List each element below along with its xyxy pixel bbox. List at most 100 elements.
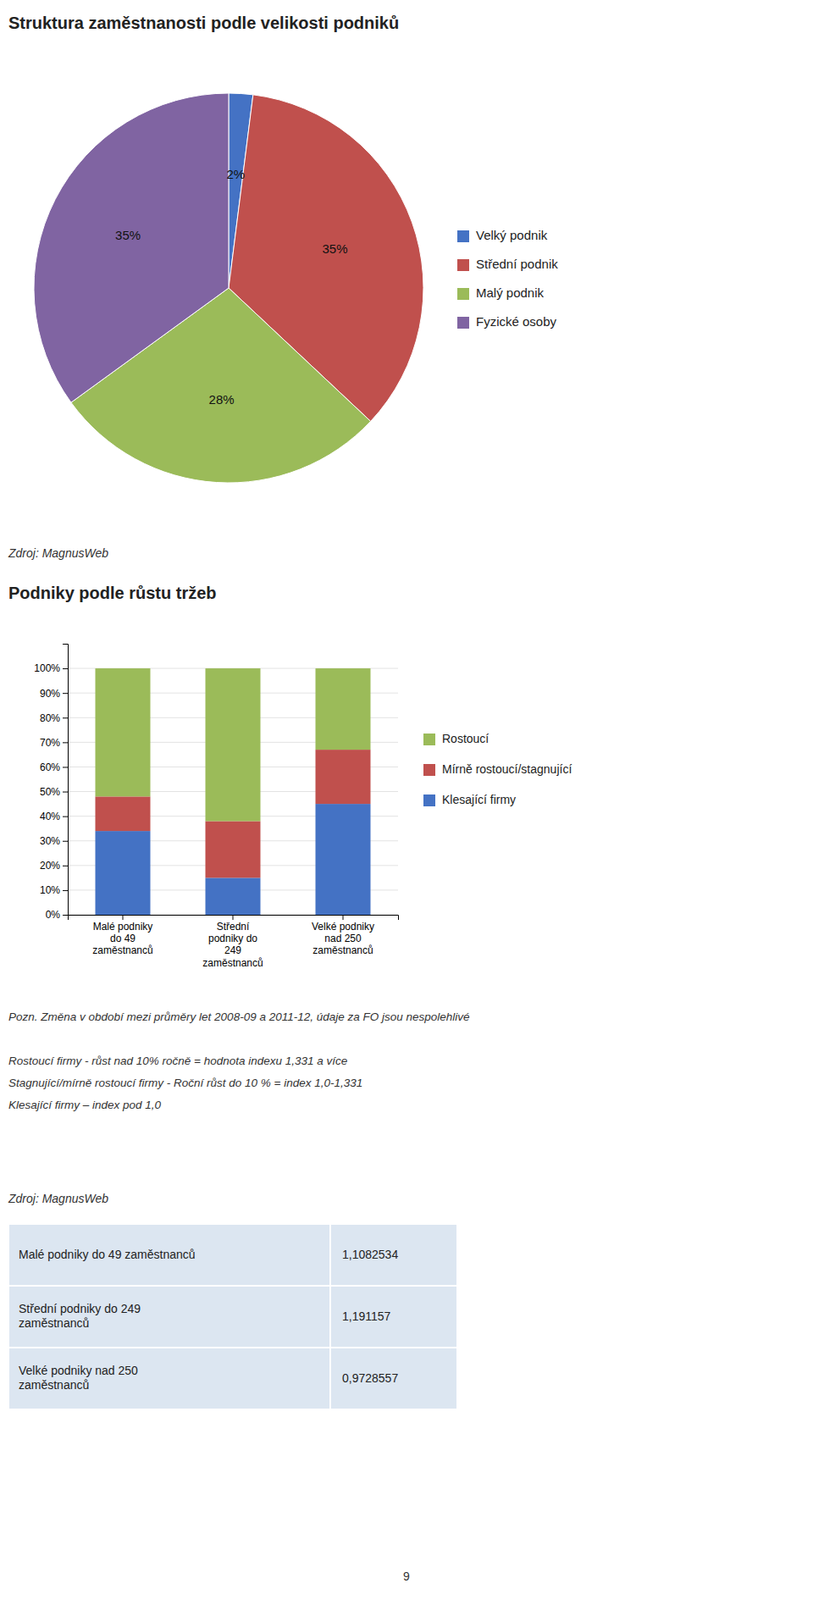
legend: Velký podnikStřední podnikMalý podnikFyz… bbox=[457, 227, 559, 329]
tick-label: 60% bbox=[39, 761, 61, 774]
bar bbox=[205, 877, 261, 915]
tick-mark bbox=[62, 865, 68, 867]
axis-line bbox=[62, 644, 69, 916]
tick: 10% bbox=[39, 884, 68, 896]
text-line: zaměstnanců bbox=[202, 956, 263, 969]
tick-mark bbox=[62, 766, 68, 768]
bar bbox=[315, 749, 371, 804]
tick: 80% bbox=[39, 712, 68, 725]
title: Struktura zaměstnanosti podle velikosti … bbox=[8, 13, 399, 33]
tick-label: 70% bbox=[39, 736, 61, 749]
tick-mark bbox=[232, 914, 234, 920]
tick-mark bbox=[62, 890, 68, 891]
legend-swatch bbox=[457, 287, 470, 300]
table-cell: 1,1082534 bbox=[330, 1223, 458, 1286]
tick: 50% bbox=[39, 785, 68, 798]
legend-label: Rostoucí bbox=[442, 731, 489, 746]
tick-mark bbox=[62, 840, 68, 842]
bar bbox=[95, 668, 151, 797]
tick-label: 80% bbox=[39, 712, 61, 725]
cell-background bbox=[8, 1285, 331, 1348]
tick-label: 40% bbox=[39, 810, 61, 823]
text-line: 1,1082534 bbox=[342, 1246, 399, 1261]
text-line: zaměstnanců bbox=[18, 1377, 89, 1392]
slice bbox=[33, 93, 229, 403]
legend: Rostoucí Mírně rostoucí/stagnující Klesají… bbox=[423, 731, 572, 807]
legend-swatch bbox=[423, 763, 436, 776]
data-label: 28% bbox=[209, 392, 235, 407]
cell-text: Střední podniky do 249zaměstnanců bbox=[18, 1301, 141, 1330]
text-line: Velké podniky nad 250 bbox=[18, 1363, 139, 1378]
tick: 60% bbox=[39, 761, 68, 774]
legend-label: Střední podnik bbox=[475, 256, 559, 271]
text-line: 0,9728557 bbox=[342, 1370, 399, 1384]
tick-label: 50% bbox=[39, 785, 61, 798]
legend-item: Malý podnik bbox=[457, 285, 545, 300]
tick-label: 10% bbox=[39, 884, 61, 896]
text-line: podniky do bbox=[208, 932, 258, 945]
cell-background bbox=[330, 1347, 458, 1410]
cell-text: 0,9728557 bbox=[342, 1370, 399, 1384]
cell-background bbox=[8, 1347, 331, 1410]
tick: 70% bbox=[39, 736, 68, 749]
notes: Pozn. Změna v období mezi průměry let 20… bbox=[8, 1010, 471, 1112]
tick-mark bbox=[62, 741, 68, 743]
legend-swatch bbox=[423, 794, 436, 807]
tick: Malé podnikydo 49zaměstnanců bbox=[92, 914, 153, 957]
legend-item: Střední podnik bbox=[457, 256, 559, 271]
legend-item: Mírně rostoucí/stagnující bbox=[423, 762, 572, 776]
tick: 20% bbox=[39, 859, 68, 872]
legend-label: Malý podnik bbox=[475, 285, 545, 300]
tick-mark bbox=[62, 914, 68, 916]
legend-item: Rostoucí bbox=[423, 731, 489, 746]
cell-background bbox=[8, 1223, 331, 1286]
text-line: 249 bbox=[224, 944, 242, 957]
bar bbox=[95, 830, 151, 915]
legend-swatch bbox=[457, 259, 470, 271]
bar bbox=[315, 668, 371, 750]
tick-label: Střednípodniky do249zaměstnanců bbox=[202, 920, 263, 969]
cell-text: Malé podniky do 49 zaměstnanců bbox=[18, 1246, 196, 1261]
text-line: Malé podniky do 49 zaměstnanců bbox=[18, 1246, 196, 1261]
data-label: 2% bbox=[226, 166, 246, 182]
note: Stagnující/mírně rostoucí firmy - Roční … bbox=[8, 1076, 363, 1090]
tick-label: 100% bbox=[33, 662, 61, 675]
data-label: 35% bbox=[115, 227, 141, 243]
text-line: Velké podniky bbox=[311, 920, 375, 933]
text-line: do 49 bbox=[110, 932, 136, 945]
source: Zdroj: MagnusWeb bbox=[7, 1191, 109, 1206]
data-label: 35% bbox=[321, 241, 348, 256]
legend-label: Mírně rostoucí/stagnující bbox=[442, 762, 572, 776]
legend-swatch bbox=[457, 230, 470, 243]
bars bbox=[95, 668, 371, 915]
series bbox=[95, 668, 371, 821]
table-cell: Malé podniky do 49 zaměstnanců bbox=[8, 1223, 331, 1286]
legend-label: Fyzické osoby bbox=[475, 314, 558, 329]
bar bbox=[205, 668, 261, 821]
cell-text: 1,1082534 bbox=[342, 1246, 399, 1261]
table-cell: 0,9728557 bbox=[330, 1347, 458, 1410]
page-number: 9 bbox=[403, 1569, 410, 1583]
legend-swatch bbox=[457, 316, 470, 329]
tick-mark bbox=[342, 914, 344, 920]
text-line: zaměstnanců bbox=[312, 944, 373, 957]
note: Klesající firmy – index pod 1,0 bbox=[8, 1098, 162, 1112]
tick-label: 20% bbox=[39, 859, 61, 872]
tick: 0% bbox=[45, 908, 68, 921]
note: Rostoucí firmy - růst nad 10% ročně = ho… bbox=[8, 1054, 348, 1068]
tick-mark bbox=[62, 717, 68, 719]
text-line: nad 250 bbox=[324, 932, 362, 945]
text-line: zaměstnanců bbox=[92, 944, 153, 957]
table-cell: 1,191157 bbox=[330, 1285, 458, 1348]
axis-line bbox=[68, 915, 399, 921]
text-line: Malé podniky bbox=[93, 920, 154, 933]
tick-mark bbox=[62, 791, 68, 793]
tick-mark bbox=[62, 816, 68, 818]
cell-text: Velké podniky nad 250zaměstnanců bbox=[18, 1363, 139, 1392]
text-line: Střední podniky do 249 bbox=[18, 1301, 141, 1316]
source: Zdroj: MagnusWeb bbox=[7, 546, 109, 560]
page: Struktura zaměstnanosti podle velikosti … bbox=[0, 0, 813, 1600]
cell-background bbox=[330, 1223, 458, 1286]
legend-item: Klesající firmy bbox=[423, 792, 516, 807]
pie: 2% 35% 28% 35% bbox=[33, 93, 424, 483]
